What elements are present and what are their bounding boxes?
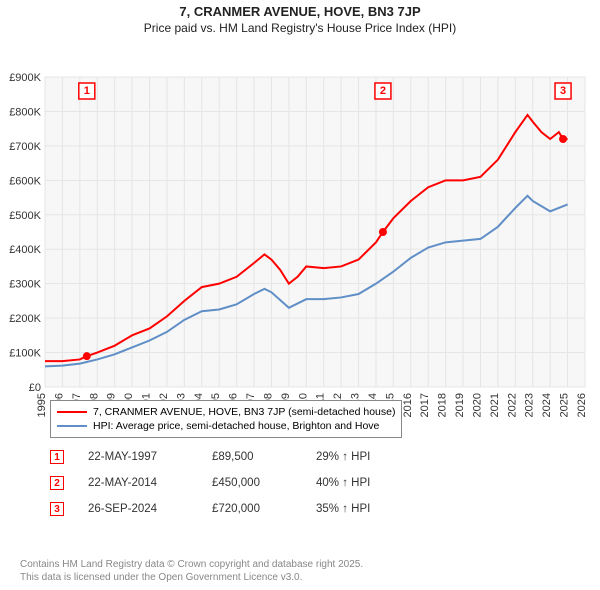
sale-marker-number: 2 <box>380 85 386 97</box>
sale-point <box>379 228 387 236</box>
svg-text:£0: £0 <box>29 382 41 394</box>
chart-subtitle: Price paid vs. HM Land Registry's House … <box>0 19 600 35</box>
sales-marker: 3 <box>50 502 64 516</box>
svg-text:2016: 2016 <box>402 393 414 417</box>
attribution-line2: This data is licensed under the Open Gov… <box>20 571 363 584</box>
sales-price: 22-MAY-2014 <box>88 477 188 489</box>
svg-text:£300K: £300K <box>9 279 41 291</box>
svg-text:2026: 2026 <box>576 393 588 417</box>
svg-text:£100K: £100K <box>9 348 41 360</box>
svg-text:2022: 2022 <box>506 393 518 417</box>
sales-diff: 35% ↑ HPI <box>316 503 370 515</box>
svg-text:1995: 1995 <box>36 393 48 417</box>
sales-row: 326-SEP-2024£720,00035% ↑ HPI <box>50 496 370 522</box>
sale-point <box>559 135 567 143</box>
svg-text:£700K: £700K <box>9 141 41 153</box>
legend-swatch <box>57 411 87 413</box>
svg-text:2019: 2019 <box>454 393 466 417</box>
svg-text:2018: 2018 <box>437 393 449 417</box>
svg-text:£200K: £200K <box>9 313 41 325</box>
legend-row: HPI: Average price, semi-detached house,… <box>57 419 395 433</box>
legend-label: HPI: Average price, semi-detached house,… <box>93 420 379 432</box>
svg-text:2017: 2017 <box>419 393 431 417</box>
svg-text:£800K: £800K <box>9 106 41 118</box>
svg-text:£600K: £600K <box>9 175 41 187</box>
sale-marker-number: 3 <box>560 85 566 97</box>
chart-title: 7, CRANMER AVENUE, HOVE, BN3 7JP <box>0 0 600 19</box>
svg-text:2023: 2023 <box>524 393 536 417</box>
attribution-line1: Contains HM Land Registry data © Crown c… <box>20 558 363 571</box>
sales-diff: 29% ↑ HPI <box>316 451 370 463</box>
svg-text:2024: 2024 <box>541 393 553 417</box>
svg-text:2021: 2021 <box>489 393 501 417</box>
svg-text:£900K: £900K <box>9 72 41 84</box>
legend-row: 7, CRANMER AVENUE, HOVE, BN3 7JP (semi-d… <box>57 405 395 419</box>
svg-text:2025: 2025 <box>559 393 571 417</box>
attribution: Contains HM Land Registry data © Crown c… <box>20 558 363 584</box>
sales-table: 122-MAY-1997£89,50029% ↑ HPI222-MAY-2014… <box>50 444 370 522</box>
price-chart: £0 £100K £200K £300K £400K £500K £600K £700K £80… <box>0 35 600 435</box>
legend-swatch <box>57 425 87 427</box>
sales-diff: 40% ↑ HPI <box>316 477 370 489</box>
svg-text:2020: 2020 <box>471 393 483 417</box>
sales-row: 122-MAY-1997£89,50029% ↑ HPI <box>50 444 370 470</box>
sale-point <box>83 352 91 360</box>
sales-marker: 1 <box>50 450 64 464</box>
sales-price: 22-MAY-1997 <box>88 451 188 463</box>
legend-label: 7, CRANMER AVENUE, HOVE, BN3 7JP (semi-d… <box>93 406 395 418</box>
sales-row: 222-MAY-2014£450,00040% ↑ HPI <box>50 470 370 496</box>
sale-marker-number: 1 <box>84 85 90 97</box>
svg-text:£500K: £500K <box>9 210 41 222</box>
svg-text:£400K: £400K <box>9 244 41 256</box>
sales-price: 26-SEP-2024 <box>88 503 188 515</box>
legend: 7, CRANMER AVENUE, HOVE, BN3 7JP (semi-d… <box>50 400 402 438</box>
sales-marker: 2 <box>50 476 64 490</box>
